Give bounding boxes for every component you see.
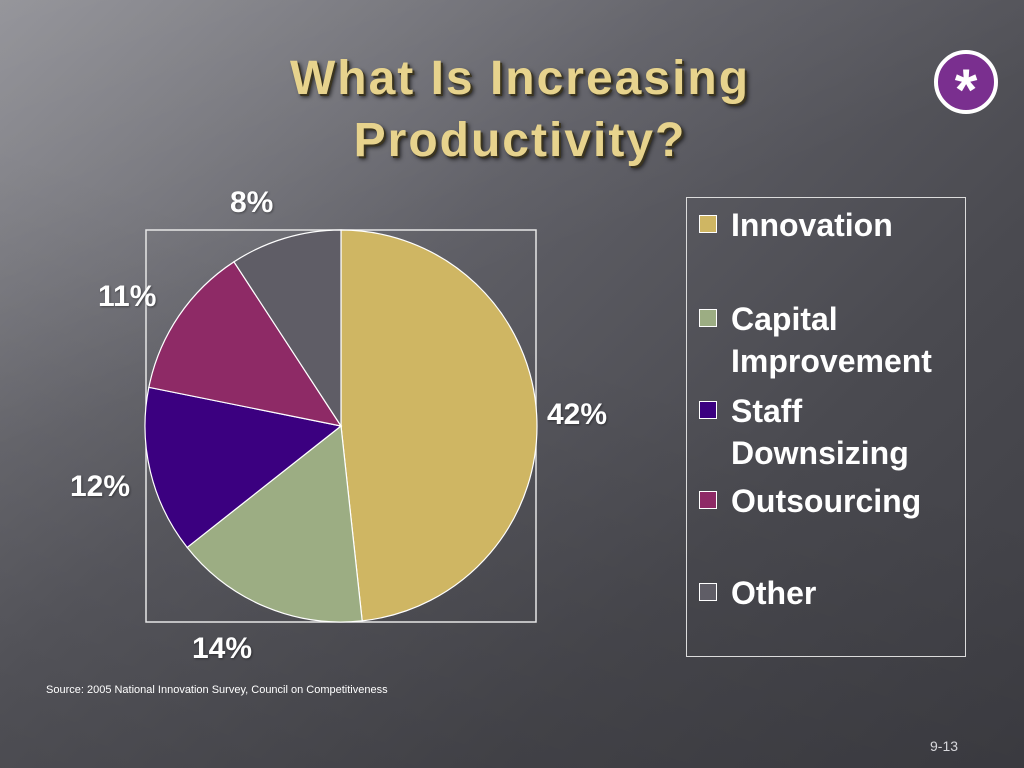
- legend-item-outsourcing: Outsourcing: [699, 480, 971, 522]
- slice-label-innovation: 42%: [547, 398, 608, 431]
- legend-item-staff-downsizing: Staff Downsizing: [699, 390, 971, 474]
- legend-label-innovation: Innovation: [731, 207, 893, 243]
- slide-title-line-1: What Is Increasing: [289, 52, 751, 105]
- legend-label-other: Other: [731, 575, 817, 611]
- asterisk-badge-icon: *: [934, 50, 998, 123]
- slice-label-staff-downsizing: 12%: [70, 470, 131, 503]
- legend-label-capital-improvement: Capital Improvement: [731, 301, 932, 379]
- legend-item-capital-improvement: Capital Improvement: [699, 298, 971, 382]
- pie-slice-staff-downsizing: [144, 386, 343, 549]
- pie-slice-other: [233, 229, 342, 429]
- slide-title-line-2: Productivity?: [353, 114, 687, 167]
- legend-label-outsourcing: Outsourcing: [731, 483, 922, 519]
- pie-slices: [144, 229, 538, 623]
- legend-swatch-other: [699, 583, 717, 601]
- badge-symbol: *: [954, 58, 978, 123]
- legend-swatch-outsourcing: [699, 491, 717, 509]
- legend-swatch-staff-downsizing: [699, 401, 717, 419]
- legend-swatch-capital-improvement: [699, 309, 717, 327]
- legend-item-other: Other: [699, 572, 971, 614]
- pie-slice-capital-improvement: [186, 424, 363, 623]
- slice-label-capital-improvement: 14%: [192, 632, 253, 665]
- slice-label-other: 8%: [230, 186, 274, 219]
- pie-slice-innovation: [340, 229, 538, 622]
- legend-item-innovation: Innovation: [699, 204, 971, 246]
- slide-title: What Is Increasing Productivity?: [150, 48, 890, 172]
- slide-number: 9-13: [930, 738, 959, 754]
- source-note: Source: 2005 National Innovation Survey,…: [46, 684, 388, 696]
- legend-label-staff-downsizing: Staff Downsizing: [731, 393, 909, 471]
- pie-slice-outsourcing: [148, 260, 343, 427]
- chart-legend: Innovation Capital Improvement Staff Dow…: [686, 197, 966, 657]
- slice-label-outsourcing: 11%: [98, 280, 157, 313]
- legend-swatch-innovation: [699, 215, 717, 233]
